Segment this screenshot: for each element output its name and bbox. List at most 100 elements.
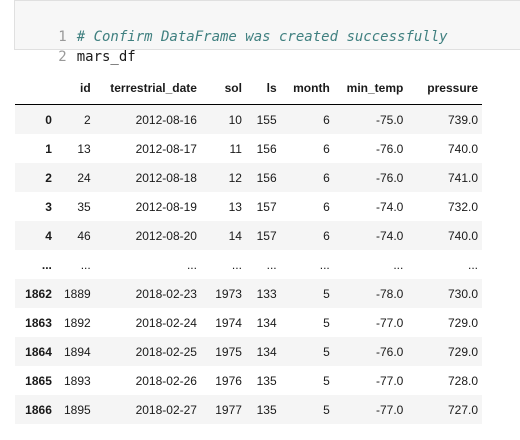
index-header	[15, 72, 56, 105]
table-row: 1863 1892 2018-02-24 1974 134 5 -77.0 729.0	[15, 308, 482, 337]
cell-pressure: 732.0	[447, 199, 478, 214]
cell-id: 24	[77, 170, 91, 185]
header-row: id terrestrial_date sol ls month min_temp pres…	[15, 72, 482, 105]
row-index: 1865	[25, 373, 52, 388]
cell-ls: 133	[256, 286, 277, 301]
cell-terrestrial-date: 2012-08-17	[135, 141, 197, 156]
cell-sol: 1977	[215, 402, 242, 417]
cell-pressure: 739.0	[447, 112, 478, 127]
row-index: 1	[45, 141, 52, 156]
cell-min-temp: -74.0	[375, 199, 404, 214]
cell-id: ...	[80, 257, 91, 272]
code-text: mars_df	[76, 49, 136, 65]
cell-sol: 1976	[215, 373, 242, 388]
cell-terrestrial-date: 2018-02-27	[135, 402, 197, 417]
cell-terrestrial-date: 2012-08-20	[135, 228, 197, 243]
column-header: terrestrial_date	[94, 72, 201, 105]
row-index: 2	[45, 170, 52, 185]
cell-sol: 11	[229, 141, 242, 156]
cell-min-temp: -77.0	[375, 402, 404, 417]
cell-terrestrial-date: 2018-02-23	[135, 286, 197, 301]
column-header: id	[55, 72, 95, 105]
row-index: 1863	[25, 315, 52, 330]
column-header: month	[280, 72, 334, 105]
cell-min-temp: -77.0	[375, 315, 404, 330]
cell-sol: 12	[228, 170, 242, 185]
cell-id: 1894	[64, 344, 91, 359]
cell-min-temp: -75.0	[375, 112, 404, 127]
cell-month: 5	[323, 373, 330, 388]
cell-sol: 14	[228, 228, 242, 243]
dataframe-table: id terrestrial_date sol ls month min_temp pres…	[15, 72, 482, 424]
cell-min-temp: -76.0	[375, 344, 404, 359]
cell-pressure: 730.0	[447, 286, 478, 301]
cell-min-temp: -76.0	[375, 141, 404, 156]
cell-pressure: 729.0	[447, 344, 478, 359]
row-index: 1862	[25, 286, 52, 301]
cell-sol: 1974	[215, 315, 242, 330]
code-line-2: 2 mars_df	[15, 27, 135, 65]
table-row: 0 2 2012-08-16 10 155 6 -75.0 739.0	[15, 104, 482, 134]
table-row: 3 35 2012-08-19 13 157 6 -74.0 732.0	[15, 192, 482, 221]
cell-sol: 1975	[215, 344, 242, 359]
row-index: 1866	[25, 402, 52, 417]
cell-month: 5	[323, 402, 330, 417]
cell-min-temp: -74.0	[375, 228, 404, 243]
cell-min-temp: -77.0	[375, 373, 404, 388]
cell-terrestrial-date: 2018-02-26	[135, 373, 197, 388]
row-index: 0	[45, 112, 52, 127]
cell-terrestrial-date: 2018-02-24	[135, 315, 197, 330]
code-line-1: 1 # Confirm DataFrame was created success…	[15, 7, 447, 45]
cell-id: 1895	[64, 402, 91, 417]
code-comment: # Confirm DataFrame was created successf…	[76, 29, 448, 45]
cell-month: 6	[323, 141, 330, 156]
code-cell[interactable]: 1 # Confirm DataFrame was created success…	[14, 0, 520, 65]
cell-ls: 135	[256, 402, 277, 417]
cell-terrestrial-date: 2018-02-25	[135, 344, 197, 359]
table-body: 0 2 2012-08-16 10 155 6 -75.0 739.0 1 13 2012-08-1…	[15, 104, 482, 424]
cell-ls: 155	[256, 112, 277, 127]
column-header: pressure	[407, 72, 482, 105]
cell-id: 1892	[64, 315, 91, 330]
row-index: 1864	[25, 344, 52, 359]
cell-ls: 157	[256, 228, 277, 243]
cell-id: 2	[84, 112, 91, 127]
table-row: 1865 1893 2018-02-26 1976 135 5 -77.0 728.0	[15, 366, 482, 395]
dataframe-output: id terrestrial_date sol ls month min_temp pres…	[15, 72, 482, 424]
row-index: 3	[45, 199, 52, 214]
cell-ls: 135	[256, 373, 277, 388]
column-header: ls	[245, 72, 281, 105]
cell-id: 35	[77, 199, 91, 214]
cell-pressure: 727.0	[447, 402, 478, 417]
row-index: ...	[41, 257, 52, 272]
line-number: 1	[58, 29, 67, 45]
cell-min-temp: -78.0	[375, 286, 404, 301]
cell-pressure: 728.0	[447, 373, 478, 388]
cell-month: 6	[323, 199, 330, 214]
cell-id: 1889	[64, 286, 91, 301]
cell-month: ...	[319, 257, 330, 272]
cell-terrestrial-date: 2012-08-19	[135, 199, 197, 214]
cell-sol: 10	[228, 112, 242, 127]
cell-month: 6	[323, 170, 330, 185]
table-row: ........................	[15, 250, 482, 279]
cell-pressure: ...	[467, 257, 478, 272]
table-row: 1866 1895 2018-02-27 1977 135 5 -77.0 727.0	[15, 395, 482, 424]
cell-month: 6	[323, 112, 330, 127]
cell-id: 13	[77, 141, 91, 156]
cell-id: 46	[77, 228, 91, 243]
cell-id: 1893	[64, 373, 91, 388]
cell-sol: 13	[228, 199, 242, 214]
table-row: 2 24 2012-08-18 12 156 6 -76.0 741.0	[15, 163, 482, 192]
cell-terrestrial-date: ...	[186, 257, 197, 272]
cell-sol: ...	[231, 257, 242, 272]
row-index: 4	[45, 228, 52, 243]
column-header: min_temp	[333, 72, 408, 105]
table-row: 1862 1889 2018-02-23 1973 133 5 -78.0 730.0	[15, 279, 482, 308]
cell-ls: 156	[256, 170, 277, 185]
cell-ls: 134	[256, 344, 277, 359]
cell-month: 5	[323, 315, 330, 330]
cell-pressure: 741.0	[447, 170, 478, 185]
cell-min-temp: -76.0	[375, 170, 404, 185]
table-row: 1864 1894 2018-02-25 1975 134 5 -76.0 729.0	[15, 337, 482, 366]
